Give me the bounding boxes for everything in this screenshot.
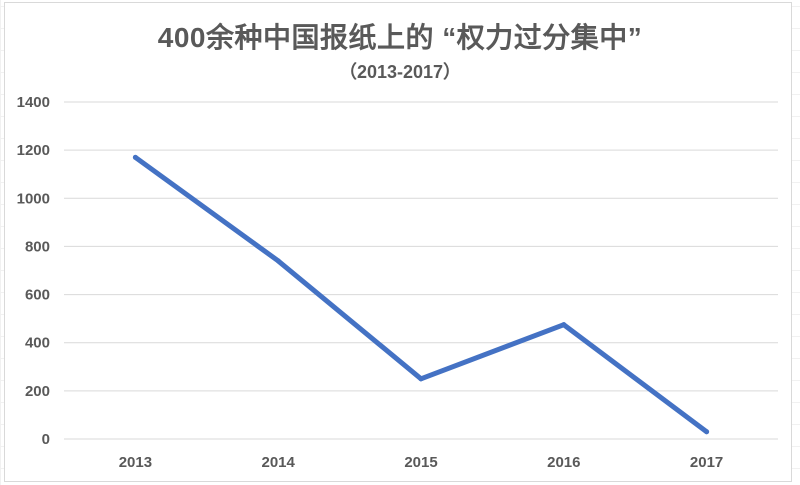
y-tick-label: 800 — [25, 238, 50, 255]
data-point[interactable] — [275, 258, 281, 264]
y-tick-label: 1200 — [17, 142, 50, 159]
x-tick-label: 2014 — [262, 454, 296, 471]
x-tick-label: 2016 — [547, 454, 580, 471]
chart-area[interactable] — [4, 2, 792, 482]
x-tick-label: 2015 — [404, 454, 437, 471]
chart-title: 400余种中国报纸上的 “权力过分集中” — [157, 22, 643, 53]
y-tick-label: 1400 — [17, 94, 50, 111]
x-axis-ticks: 2013 2014 2015 2016 2017 — [119, 454, 724, 471]
y-tick-label: 1000 — [17, 190, 50, 207]
chart-subtitle: （2013-2017） — [338, 62, 462, 82]
y-tick-label: 600 — [25, 287, 50, 304]
series-layer — [132, 154, 710, 435]
y-tick-label: 400 — [25, 335, 50, 352]
x-tick-label: 2013 — [119, 454, 152, 471]
gridlines — [64, 101, 778, 440]
data-point[interactable] — [132, 154, 138, 160]
y-tick-label: 0 — [42, 431, 50, 448]
x-tick-label: 2017 — [690, 454, 723, 471]
data-point[interactable] — [561, 322, 567, 328]
y-tick-label: 200 — [25, 383, 50, 400]
data-point[interactable] — [704, 429, 710, 435]
y-axis-ticks: 0 200 400 600 800 1000 1200 1400 — [17, 94, 50, 448]
data-point[interactable] — [418, 376, 424, 382]
